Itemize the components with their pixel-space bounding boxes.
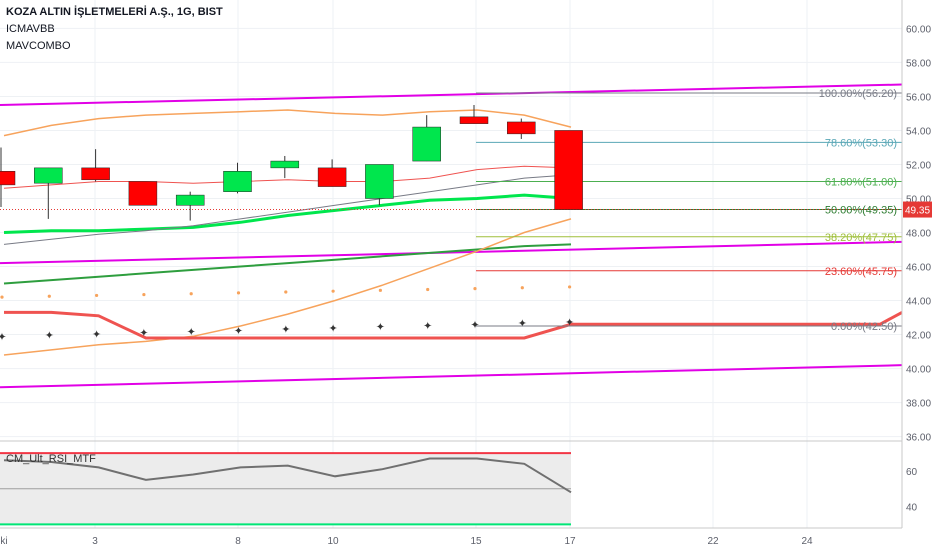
- y-axis-background: [902, 0, 932, 550]
- candle-body: [81, 167, 110, 181]
- cross-marker: ✦: [92, 329, 101, 341]
- x-tick-label: 22: [707, 536, 719, 547]
- orange-dot-marker: [47, 294, 51, 298]
- bb-upper-line: [3, 109, 572, 137]
- y-tick-label: 44.00: [906, 297, 931, 308]
- channel-line-upper: [0, 83, 903, 106]
- sma-line: [3, 174, 572, 245]
- cross-marker: ✦: [139, 328, 148, 340]
- x-tick-label: 8: [235, 536, 241, 547]
- orange-dot-marker: [520, 286, 524, 290]
- candle-body: [128, 181, 158, 206]
- osc-y-tick-label: 60: [906, 467, 918, 478]
- indicator-icmavbb: ICMAVBB: [6, 23, 55, 35]
- step-line-red: [4, 310, 903, 340]
- y-tick-label: 46.00: [906, 263, 931, 274]
- cross-marker: ✦: [281, 324, 290, 336]
- cross-marker: ✦: [328, 323, 337, 335]
- candle-body: [365, 164, 394, 199]
- osc-y-tick-label: 40: [906, 503, 918, 514]
- candle-body: [507, 121, 536, 135]
- candle-body: [554, 130, 583, 210]
- y-tick-label: 56.00: [906, 92, 931, 103]
- cross-marker: ✦: [470, 319, 479, 331]
- candle-body: [270, 160, 300, 169]
- fib-label-5: 23.60%(45.75): [825, 266, 897, 278]
- y-tick-label: 36.00: [906, 433, 931, 444]
- bb-mid-line: [3, 165, 572, 189]
- x-tick-label: 10: [327, 536, 339, 547]
- orange-dot-marker: [331, 289, 335, 293]
- orange-dot-marker: [236, 291, 241, 295]
- y-tick-label: 38.00: [906, 399, 931, 410]
- candle-body: [459, 116, 489, 124]
- last-price-label: 49.35: [905, 206, 930, 217]
- y-tick-label: 54.00: [906, 126, 931, 137]
- y-tick-label: 42.00: [906, 331, 931, 342]
- orange-dot-marker: [284, 290, 288, 294]
- cross-marker: ✦: [565, 317, 574, 329]
- fib-label-2: 61.80%(51.00): [825, 176, 897, 188]
- fib-label-3: 50.00%(49.35): [825, 205, 897, 217]
- fib-label-4: 38.20%(47.75): [825, 232, 897, 244]
- indicator-mavcombo: MAVCOMBO: [6, 40, 71, 52]
- x-tick-label: 3: [92, 536, 98, 547]
- x-tick-label: 15: [470, 536, 482, 547]
- cross-marker: ✦: [518, 318, 527, 330]
- y-tick-label: 40.00: [906, 365, 931, 376]
- cross-marker: ✦: [45, 330, 54, 342]
- orange-dot-marker: [189, 292, 193, 296]
- orange-dot-marker: [0, 295, 4, 299]
- ema-line-dark-green: [3, 243, 572, 285]
- orange-dot-marker: [426, 287, 430, 292]
- channel-line-lower: [0, 364, 903, 389]
- orange-dot-marker: [95, 293, 99, 298]
- x-tick-label: ki: [0, 536, 7, 547]
- candle-body: [175, 194, 205, 206]
- orange-dot-marker: [378, 288, 382, 292]
- y-tick-label: 52.00: [906, 160, 931, 171]
- rsi-line: [3, 457, 572, 494]
- y-tick-label: 50.00: [906, 194, 931, 205]
- fib-label-1: 78.60%(53.30): [825, 137, 897, 149]
- cross-marker: ✦: [234, 325, 243, 337]
- candle-body: [34, 167, 63, 184]
- ema-line-orange: [3, 218, 572, 356]
- y-tick-label: 48.00: [906, 229, 931, 240]
- oscillator-name: CM_Ult_RSI_MTF: [6, 453, 96, 465]
- candle-body: [223, 171, 252, 192]
- channel-line-middle: [0, 240, 903, 265]
- cross-marker: ✦: [0, 331, 7, 343]
- candle-body: [0, 171, 16, 186]
- last-price-tag: [903, 201, 932, 218]
- x-tick-label: 17: [564, 536, 576, 547]
- cross-marker: ✦: [376, 322, 385, 334]
- y-tick-label: 58.00: [906, 58, 931, 69]
- chart-title: KOZA ALTIN İŞLETMELERİ A.Ş., 1G, BIST: [6, 6, 223, 18]
- cross-marker: ✦: [423, 321, 432, 333]
- orange-dot-marker: [142, 292, 146, 297]
- y-tick-label: 60.00: [906, 24, 931, 35]
- fib-label-6: 0.00%(42.50): [831, 321, 897, 333]
- x-tick-label: 24: [801, 536, 813, 547]
- candle-body: [412, 126, 441, 162]
- support-line-green: [3, 193, 572, 234]
- cross-marker: ✦: [187, 326, 196, 338]
- orange-dot-marker: [473, 287, 477, 291]
- fib-label-0: 100.00%(56.20): [819, 88, 897, 100]
- candle-body: [317, 167, 347, 187]
- orange-dot-marker: [568, 285, 572, 289]
